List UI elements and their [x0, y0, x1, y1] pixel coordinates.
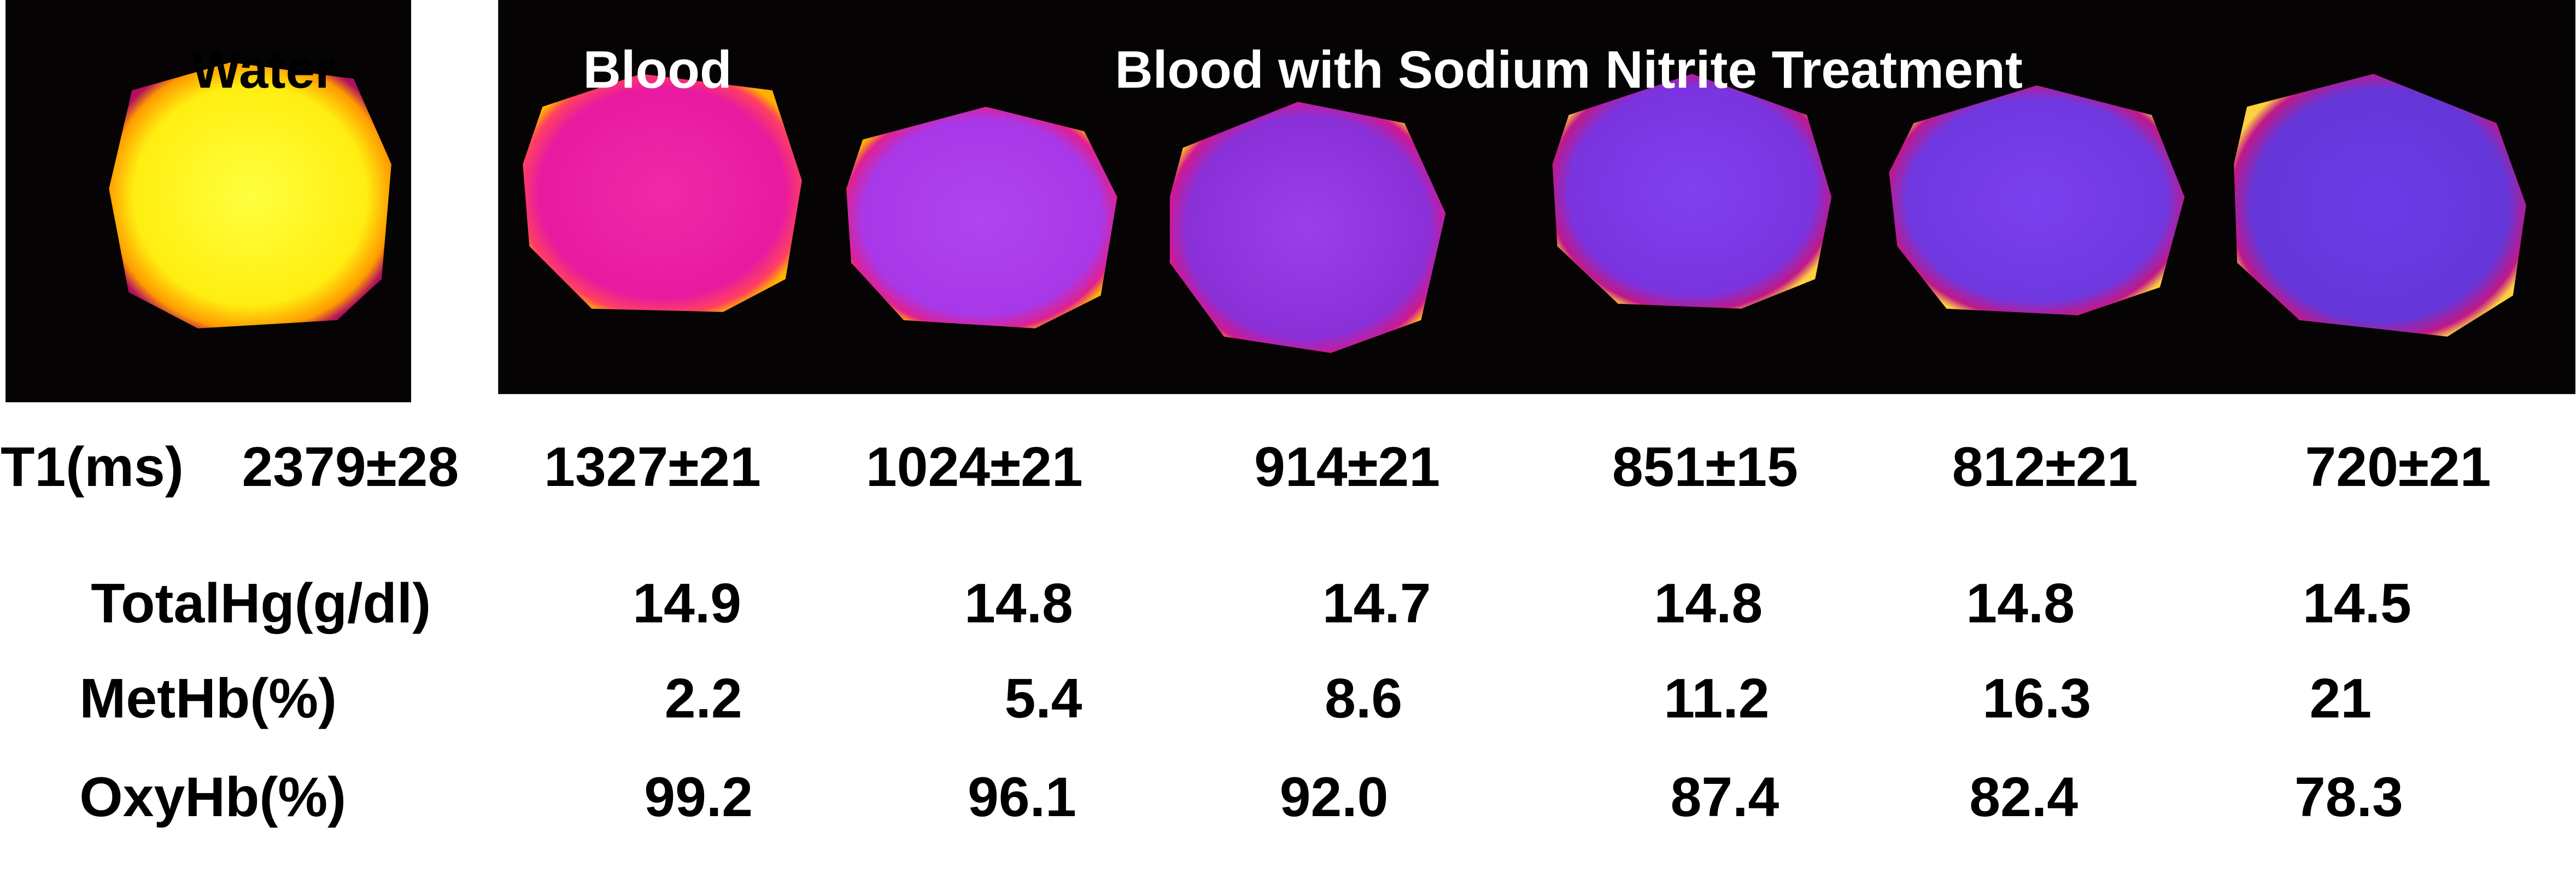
cell-value: 812±21: [1952, 436, 2138, 498]
cell-value: 2.2: [665, 667, 742, 730]
sample: [846, 107, 1117, 329]
cell-value: 14.7: [1322, 572, 1431, 634]
cell-value: 851±15: [1612, 436, 1798, 498]
panel-label: Blood with Sodium Nitrite Treatment: [1115, 41, 2023, 99]
sample: [2234, 74, 2526, 337]
sample: [523, 74, 802, 312]
cell-value: 8.6: [1325, 667, 1402, 730]
cell-value: 21: [2310, 667, 2372, 730]
blood-panel: [498, 0, 2575, 394]
cell-value: 96.1: [968, 766, 1076, 828]
cell-value: 914±21: [1254, 436, 1440, 498]
row-label: TotalHg(g/dl): [91, 572, 431, 634]
cell-value: 1327±21: [544, 436, 761, 498]
cell-value: 78.3: [2294, 766, 2403, 828]
cell-value: 16.3: [1982, 667, 2091, 730]
cell-value: 14.8: [964, 572, 1073, 634]
cell-value: 1024±21: [866, 436, 1083, 498]
panel-label: Blood: [583, 41, 731, 99]
cell-value: 14.8: [1966, 572, 2075, 634]
cell-value: 11.2: [1664, 667, 1769, 730]
cell-value: 87.4: [1671, 766, 1779, 828]
row-label: T1(ms): [1, 436, 184, 498]
row-label: OxyHb(%): [79, 766, 346, 828]
water-sample: [109, 62, 391, 329]
cell-value: 82.4: [1969, 766, 2078, 828]
cell-value: 92.0: [1280, 766, 1389, 828]
sample: [1889, 85, 2185, 315]
cell-value: 5.4: [1004, 667, 1082, 730]
cell-value: 2379±28: [242, 436, 459, 498]
cell-value: 14.9: [633, 572, 741, 634]
cell-value: 14.8: [1654, 572, 1763, 634]
panel-label: Water: [191, 41, 335, 99]
sample: [1169, 102, 1446, 353]
cell-value: 720±21: [2305, 436, 2491, 498]
row-label: MetHb(%): [79, 667, 337, 730]
cell-value: 14.5: [2303, 572, 2411, 634]
cell-value: 99.2: [644, 766, 753, 828]
sample: [1552, 74, 1832, 309]
